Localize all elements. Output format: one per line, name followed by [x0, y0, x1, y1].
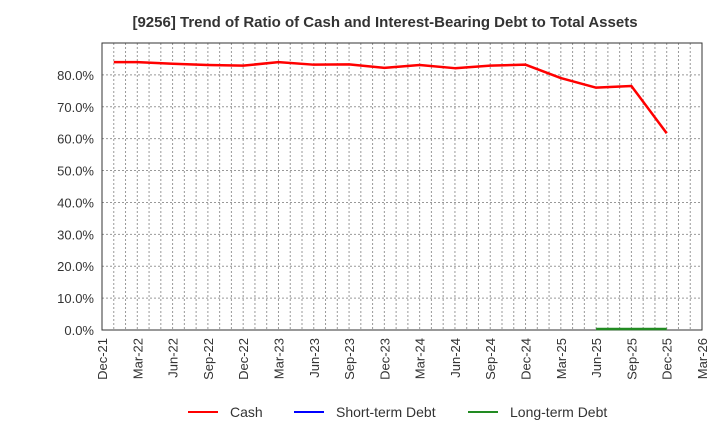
- y-tick-label: 30.0%: [57, 227, 94, 242]
- y-tick-label: 0.0%: [64, 323, 94, 338]
- y-tick-label: 20.0%: [57, 259, 94, 274]
- x-tick-label: Mar-26: [695, 338, 710, 379]
- x-tick-label: Sep-23: [342, 338, 357, 380]
- x-tick-label: Dec-24: [519, 338, 534, 380]
- legend-item-long-term-debt: Long-term Debt: [468, 404, 607, 420]
- legend-label-cash: Cash: [230, 404, 263, 420]
- x-tick-label: Sep-25: [624, 338, 639, 380]
- y-tick-label: 60.0%: [57, 132, 94, 147]
- x-tick-label: Jun-24: [448, 338, 463, 378]
- x-tick-label: Jun-22: [166, 338, 181, 378]
- legend: Cash Short-term Debt Long-term Debt: [0, 404, 720, 424]
- x-tick-label: Mar-24: [413, 338, 428, 379]
- y-tick-label: 10.0%: [57, 291, 94, 306]
- y-tick-label: 50.0%: [57, 164, 94, 179]
- y-tick-label: 40.0%: [57, 195, 94, 210]
- legend-item-cash: Cash: [188, 404, 263, 420]
- legend-swatch-cash: [188, 411, 218, 413]
- chart-title: [9256] Trend of Ratio of Cash and Intere…: [132, 14, 638, 31]
- legend-swatch-short-term-debt: [294, 411, 324, 413]
- legend-item-short-term-debt: Short-term Debt: [294, 404, 436, 420]
- x-tick-label: Mar-23: [271, 338, 286, 379]
- x-tick-label: Sep-24: [483, 338, 498, 380]
- x-tick-label: Dec-22: [236, 338, 251, 380]
- y-tick-label: 80.0%: [57, 68, 94, 83]
- x-tick-label: Dec-23: [377, 338, 392, 380]
- x-tick-label: Jun-25: [589, 338, 604, 378]
- series-line-cash: [113, 60, 668, 134]
- legend-label-short-term-debt: Short-term Debt: [336, 404, 436, 420]
- y-tick-label: 70.0%: [57, 100, 94, 115]
- legend-label-long-term-debt: Long-term Debt: [510, 404, 608, 420]
- x-tick-label: Dec-21: [95, 338, 110, 380]
- legend-swatch-long-term-debt: [468, 411, 498, 413]
- plot-frame: [101, 42, 703, 331]
- x-tick-label: Sep-22: [201, 338, 216, 380]
- x-tick-label: Mar-25: [554, 338, 569, 379]
- x-tick-label: Mar-22: [130, 338, 145, 379]
- x-tick-label: Dec-25: [660, 338, 675, 380]
- x-tick-label: Jun-23: [307, 338, 322, 378]
